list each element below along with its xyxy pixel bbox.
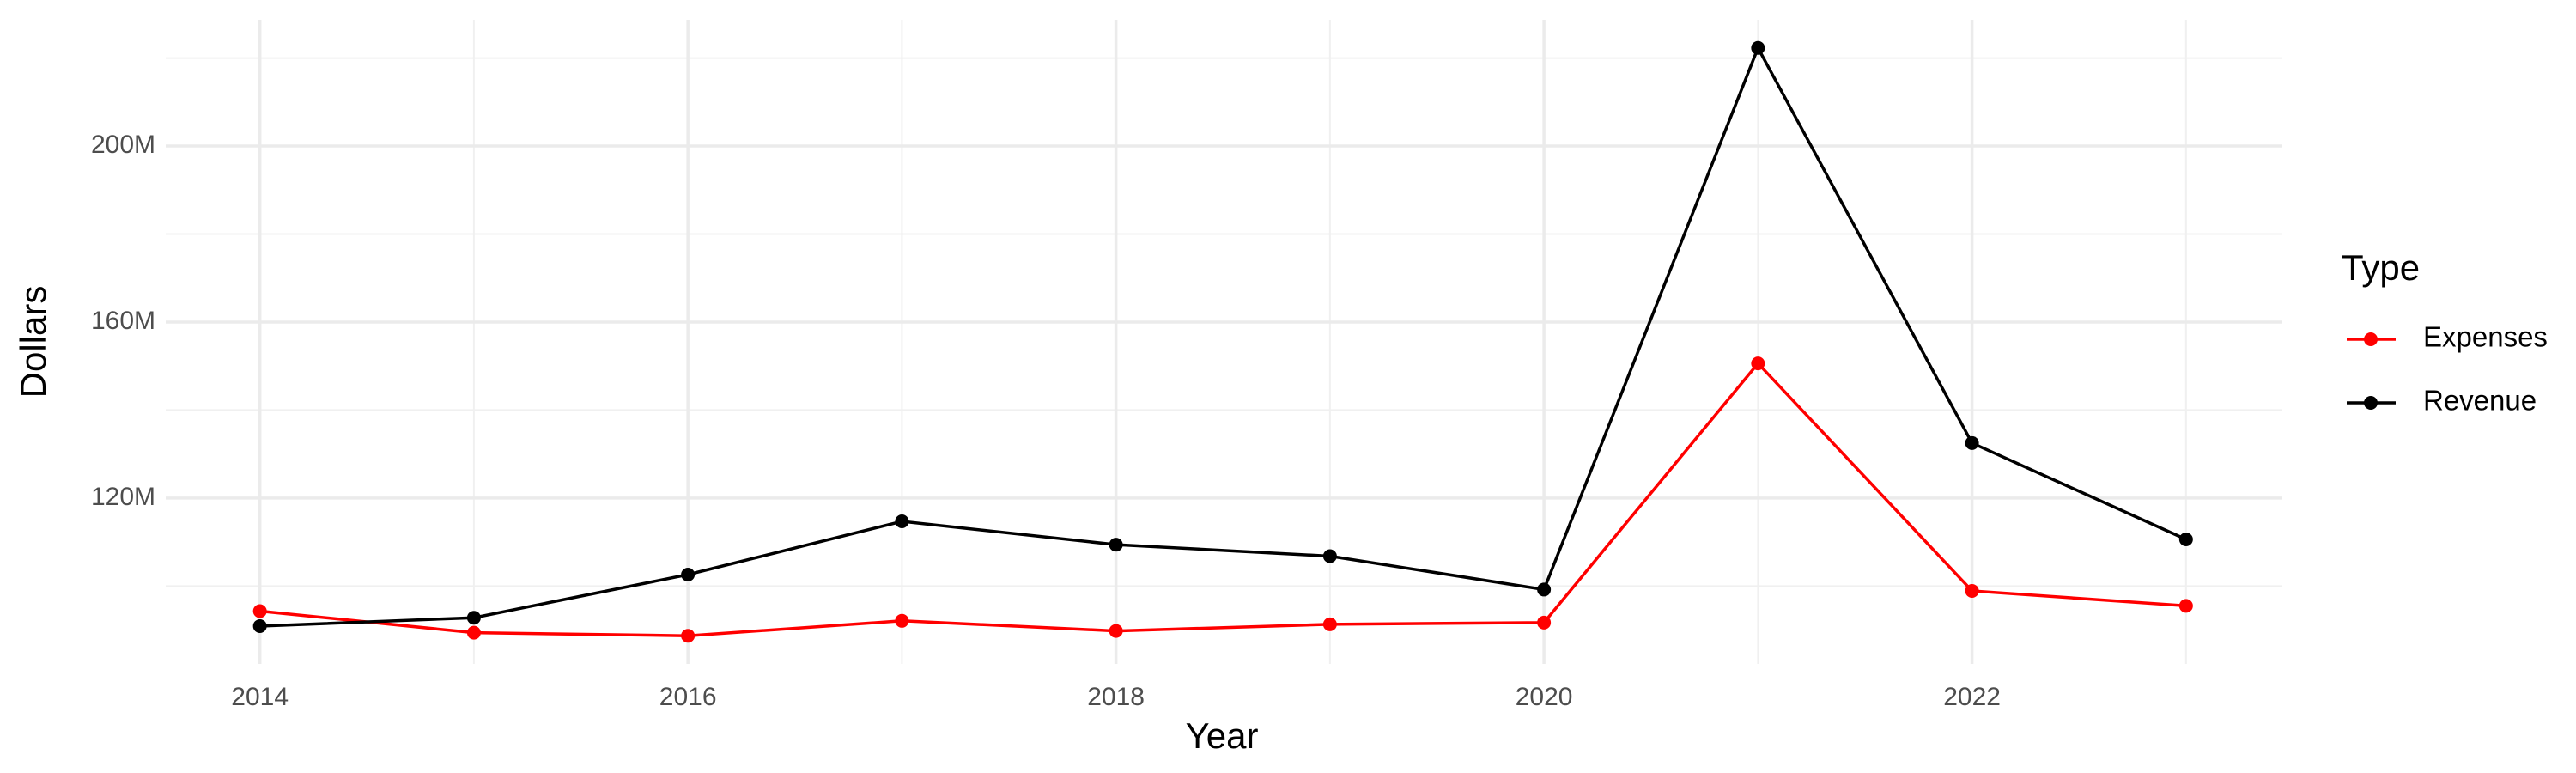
point — [1751, 356, 1765, 371]
grid — [166, 20, 2282, 664]
x-tick-label: 2020 — [1516, 683, 1573, 711]
y-tick-label: 120M — [91, 483, 155, 511]
y-axis-title: Dollars — [13, 286, 53, 399]
x-tick-label: 2018 — [1087, 683, 1145, 711]
point — [2178, 599, 2193, 613]
point — [895, 613, 909, 628]
point — [1322, 617, 1337, 631]
point — [252, 604, 267, 618]
point — [2178, 533, 2193, 547]
point — [1965, 583, 1979, 598]
point — [1537, 582, 1552, 597]
x-tick-label: 2016 — [659, 683, 717, 711]
legend-label: Expenses — [2423, 321, 2548, 353]
point — [895, 514, 909, 529]
point — [1751, 40, 1765, 55]
x-axis-title: Year — [1186, 715, 1259, 756]
x-tick-label: 2014 — [231, 683, 289, 711]
series-line — [259, 44, 2187, 628]
point — [252, 618, 267, 633]
point — [466, 611, 481, 625]
legend-label: Revenue — [2423, 385, 2537, 417]
legend-point — [2364, 332, 2378, 346]
point — [681, 568, 696, 582]
point — [1322, 549, 1337, 563]
legend-title: Type — [2342, 247, 2420, 288]
point — [1965, 435, 1979, 450]
point — [681, 629, 696, 643]
x-tick-label: 2022 — [1943, 683, 2001, 711]
point — [466, 625, 481, 640]
point — [1109, 538, 1123, 552]
point — [1537, 615, 1552, 630]
legend-point — [2364, 396, 2378, 410]
y-tick-label: 160M — [91, 307, 155, 335]
series-line — [259, 361, 2186, 637]
y-tick-label: 200M — [91, 131, 155, 159]
point — [1109, 624, 1123, 638]
